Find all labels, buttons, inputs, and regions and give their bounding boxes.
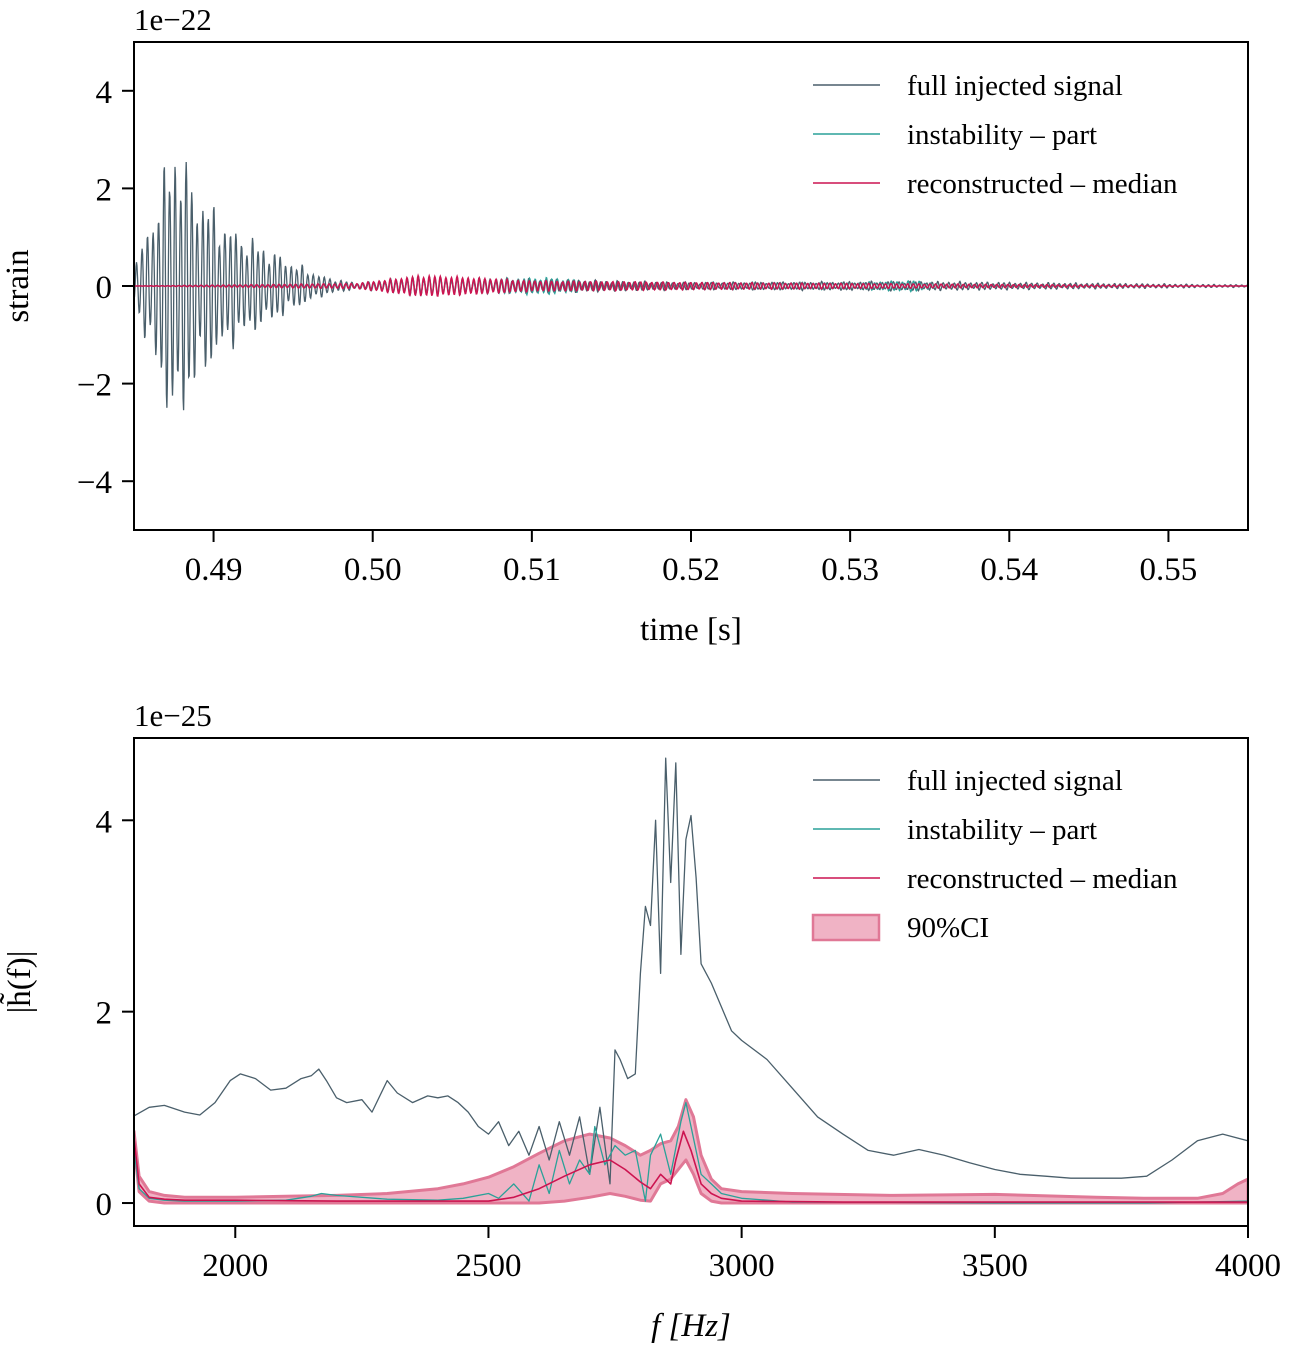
bottom-legend-label-ci: 90%CI — [907, 912, 989, 944]
bottom-x-ticks: 2000 2500 3000 3500 4000 — [202, 1226, 1281, 1284]
top-legend-label-instability: instability – part — [907, 119, 1097, 151]
y-tick-label: 0 — [96, 1187, 113, 1223]
bottom-legend-label-full: full injected signal — [907, 765, 1123, 797]
y-tick-label: 2 — [96, 996, 113, 1032]
bottom-series-line-2 — [135, 1130, 1247, 1203]
bottom-x-axis-label: f [Hz] — [651, 1308, 731, 1344]
top-y-ticks: 4 2 0 −2 −4 — [77, 75, 134, 501]
top-series-line-0 — [133, 161, 1249, 411]
top-y-axis-label: strain — [0, 249, 36, 322]
top-offset-text: 1e−22 — [134, 2, 212, 37]
bottom-legend: full injected signal instability – part … — [811, 765, 1178, 944]
bottom-axes-frame — [133, 737, 1249, 1227]
y-tick-label: −2 — [77, 368, 112, 404]
bottom-y-ticks: 4 2 0 — [96, 804, 134, 1223]
x-tick-label: 3000 — [709, 1248, 775, 1284]
x-tick-label: 0.51 — [503, 552, 561, 588]
x-tick-label: 0.53 — [821, 552, 879, 588]
bottom-series-line-1 — [135, 1101, 1247, 1204]
x-tick-label: 2000 — [202, 1248, 268, 1284]
top-x-axis-label: time [s] — [640, 612, 742, 648]
x-tick-label: 0.50 — [344, 552, 402, 588]
y-tick-label: −4 — [77, 465, 112, 501]
top-legend-label-reconstructed: reconstructed – median — [907, 168, 1178, 200]
top-legend: full injected signal instability – part … — [813, 70, 1178, 200]
strain-time-panel: 0.49 0.50 0.51 0.52 0.53 0.54 0.55 4 2 0 −2 −4 1e−… — [0, 2, 1249, 648]
y-tick-label: 4 — [96, 804, 113, 840]
bottom-legend-label-instability: instability – part — [907, 814, 1097, 846]
top-series-line-2 — [134, 273, 1248, 297]
x-tick-label: 3500 — [962, 1248, 1028, 1284]
bottom-series-group — [135, 757, 1247, 1205]
top-series-group — [133, 161, 1249, 411]
bottom-series-line-0 — [135, 757, 1247, 1185]
y-tick-label: 4 — [96, 75, 113, 111]
top-x-ticks: 0.49 0.50 0.51 0.52 0.53 0.54 0.55 — [185, 530, 1198, 588]
y-tick-label: 0 — [96, 270, 113, 306]
x-tick-label: 0.52 — [662, 552, 720, 588]
x-tick-label: 2500 — [455, 1248, 521, 1284]
x-tick-label: 0.54 — [980, 552, 1038, 588]
bottom-offset-text: 1e−25 — [134, 698, 212, 733]
spectrum-panel: 2000 2500 3000 3500 4000 4 2 0 1e−25 f [Hz] |h… — [0, 698, 1281, 1344]
x-tick-label: 0.49 — [185, 552, 243, 588]
y-tick-label: 2 — [96, 172, 113, 208]
bottom-y-axis-label: |h̃(f)| — [0, 951, 38, 1014]
x-tick-label: 4000 — [1215, 1248, 1281, 1284]
x-tick-label: 0.55 — [1140, 552, 1198, 588]
bottom-legend-label-reconstructed: reconstructed – median — [907, 863, 1178, 895]
top-legend-label-full: full injected signal — [907, 70, 1123, 102]
bottom-legend-swatch-ci — [811, 913, 881, 942]
